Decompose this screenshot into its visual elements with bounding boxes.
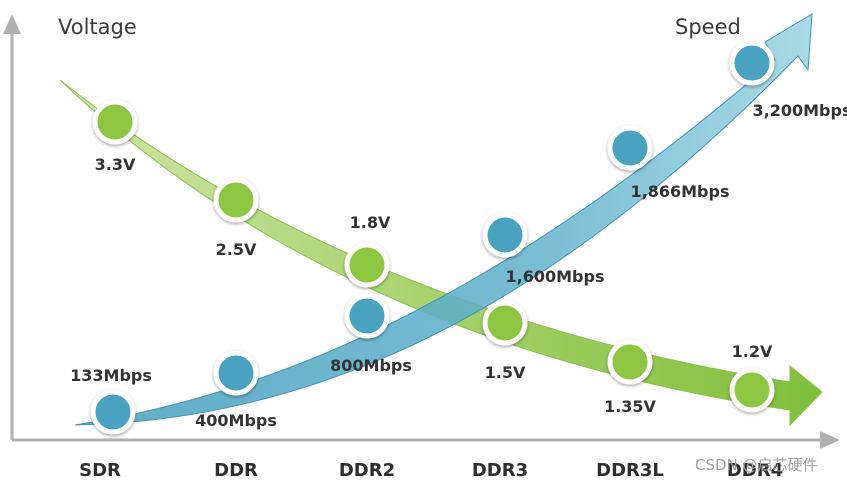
x-tick-label: DDR3L <box>596 460 664 481</box>
voltage-marker <box>729 367 775 413</box>
speed-title: Speed <box>675 15 741 39</box>
speed-data-label: 800Mbps <box>330 356 412 375</box>
voltage-data-label: 1.8V <box>350 213 391 232</box>
speed-data-label: 1,600Mbps <box>506 267 605 286</box>
y-axis-title: Voltage <box>58 15 137 39</box>
x-tick-label: SDR <box>79 460 121 481</box>
voltage-markers: 3.3V 2.5V 1.8V 1.5V 1.35V 1.2V <box>92 99 775 416</box>
speed-data-label: 400Mbps <box>195 411 277 430</box>
voltage-data-label: 3.3V <box>95 155 136 174</box>
x-tick-label: DDR2 <box>339 460 395 481</box>
voltage-data-label: 2.5V <box>216 240 257 259</box>
speed-marker <box>344 293 390 339</box>
x-tick-labels: SDR DDR DDR2 DDR3 DDR3L DDR4 <box>79 460 783 481</box>
speed-ribbon <box>74 13 813 426</box>
speed-marker <box>213 350 259 396</box>
voltage-marker <box>482 300 528 346</box>
speed-markers: 133Mbps400Mbps800Mbps1,600Mbps1,866Mbps3… <box>70 40 847 435</box>
voltage-marker <box>213 177 259 223</box>
watermark: CSDN @启芯硬件 <box>695 456 818 474</box>
y-axis-arrow-icon <box>3 14 21 34</box>
x-axis-arrow-icon <box>820 431 840 449</box>
speed-data-label: 133Mbps <box>70 366 152 385</box>
voltage-marker <box>344 242 390 288</box>
x-tick-label: DDR3 <box>472 460 528 481</box>
voltage-data-label: 1.5V <box>485 363 526 382</box>
speed-data-label: 1,866Mbps <box>631 182 730 201</box>
speed-marker <box>90 389 136 435</box>
speed-marker <box>607 125 653 171</box>
voltage-data-label: 1.2V <box>732 342 773 361</box>
voltage-marker <box>92 99 138 145</box>
axes <box>3 14 840 449</box>
voltage-data-label: 1.35V <box>604 397 656 416</box>
speed-marker <box>729 40 775 86</box>
speed-data-label: 3,200Mbps <box>753 101 847 120</box>
x-tick-label: DDR4 <box>727 460 783 481</box>
x-tick-label: DDR <box>214 460 258 481</box>
voltage-marker <box>607 339 653 385</box>
speed-marker <box>482 212 528 258</box>
